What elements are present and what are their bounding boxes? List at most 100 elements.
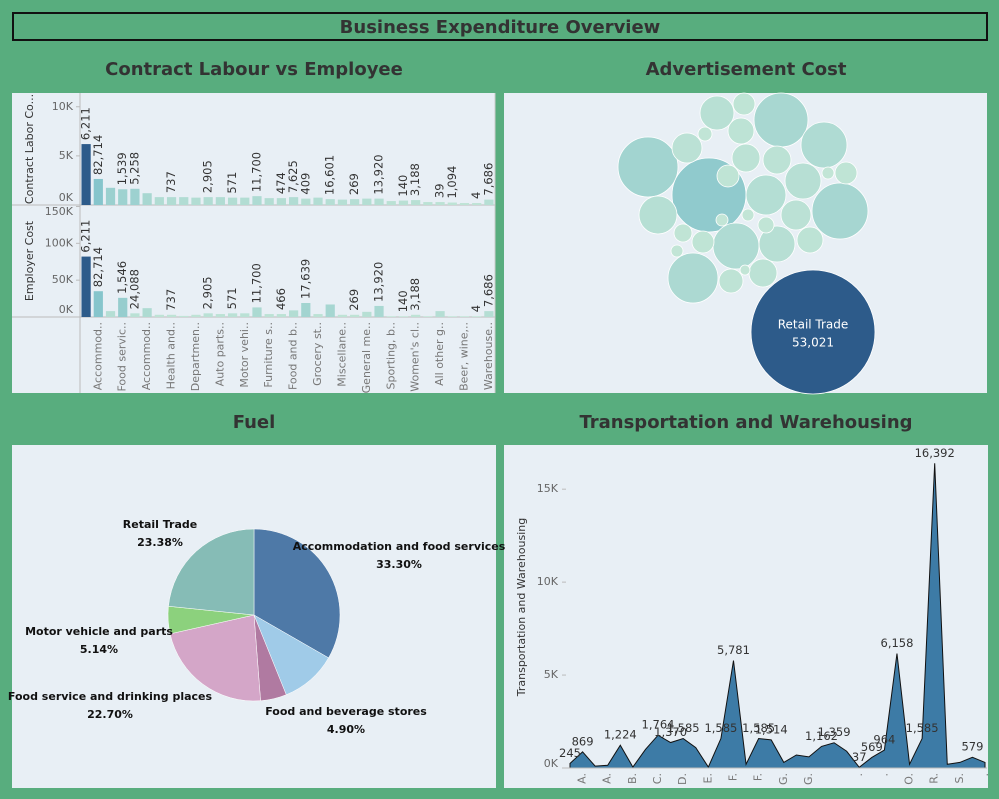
data-label: 1,585 [742, 721, 775, 735]
bar [423, 316, 433, 317]
title-bar [12, 12, 988, 41]
bar-annotation: 82,714 [91, 247, 105, 287]
bar-annotation: 571 [225, 287, 239, 309]
bar-annotation: 82,714 [91, 135, 105, 175]
bubble [741, 208, 755, 222]
bar [264, 314, 274, 317]
bar [276, 314, 286, 317]
bar-annotation: 737 [164, 171, 178, 193]
bar [289, 310, 299, 317]
bar [93, 291, 103, 317]
bar [337, 199, 348, 205]
data-label: 1,764 [642, 718, 675, 732]
panel [504, 445, 988, 788]
bar [447, 202, 457, 205]
x-tick-label: Food and b.. [287, 322, 300, 390]
x-tick-label: . [852, 773, 865, 777]
bar-annotation: 24,088 [127, 269, 141, 309]
data-label: 16,392 [915, 446, 955, 460]
x-tick-label: G. [802, 773, 815, 785]
bar-annotation: 1,546 [115, 261, 129, 294]
y-axis-title: Transportation and Warehousing [515, 518, 528, 698]
slice-label: Food service and drinking places [8, 690, 213, 703]
data-label: 1,585 [906, 721, 939, 735]
bar-annotation: 1,539 [115, 152, 129, 185]
bar [179, 315, 189, 317]
bar [301, 198, 311, 205]
bar [154, 197, 164, 205]
slice-value: 4.90% [327, 723, 365, 736]
bar [398, 316, 409, 317]
x-tick-label: F. [752, 773, 765, 781]
y-tick-label: 0K [59, 303, 74, 316]
bar [118, 297, 128, 317]
x-tick-label: R. [928, 773, 941, 784]
bar-annotation: 466 [274, 288, 288, 310]
bar-annotation: 7,686 [481, 163, 495, 196]
y-tick-label: 10K [52, 100, 74, 113]
area [569, 463, 986, 769]
y-tick-label: 5K [59, 149, 74, 162]
bar [459, 316, 470, 317]
bar [81, 256, 91, 317]
data-label: 5,781 [717, 643, 750, 657]
bar-annotation: 140 [396, 290, 410, 312]
bar-annotation: 5,258 [127, 152, 141, 185]
x-tick-label: All other g.. [433, 322, 446, 386]
bar [398, 200, 409, 205]
bubble [821, 166, 835, 180]
bar [81, 144, 91, 205]
data-label: 37 [852, 750, 867, 764]
y-tick-label: 0K [59, 191, 74, 204]
bar [252, 307, 262, 317]
bar-annotation: 6,211 [79, 220, 93, 253]
slice-label: Accommodation and food services [293, 540, 506, 553]
bar-annotation: 11,700 [249, 152, 263, 192]
bar [447, 316, 457, 317]
bubble [784, 162, 822, 200]
bar [215, 197, 225, 205]
data-label: 964 [873, 733, 895, 747]
bar [411, 200, 421, 205]
bubble [750, 269, 876, 395]
bar [252, 196, 262, 205]
bar [362, 198, 372, 205]
bubble [762, 145, 792, 175]
data-label: 245 [559, 746, 581, 760]
bar-annotation: 16,601 [323, 155, 337, 195]
bar-annotation: 4 [469, 305, 483, 312]
bar [386, 316, 396, 317]
slice-value: 5.14% [80, 643, 118, 656]
bubble [739, 264, 751, 276]
bar [276, 198, 286, 205]
bar [166, 314, 177, 317]
bar [301, 303, 311, 317]
bubble-value: 53,021 [792, 336, 834, 350]
bar-annotation: 2,905 [201, 160, 215, 193]
bar-annotation: 6,211 [79, 107, 93, 140]
bar [179, 197, 189, 205]
pie-slice [169, 614, 261, 702]
bar [130, 313, 140, 317]
bar [105, 187, 116, 205]
x-tick-label: Warehouse.. [482, 322, 495, 390]
x-tick-label: A. [601, 773, 614, 784]
pie-slice [253, 528, 341, 659]
data-label: 1,162 [805, 729, 838, 743]
bar [472, 316, 482, 317]
bar-annotation: 13,920 [372, 262, 386, 302]
bar [350, 314, 360, 317]
bubble [712, 222, 760, 270]
bar [374, 198, 384, 205]
bubble [727, 117, 755, 145]
x-tick-label: Grocery st.. [311, 322, 324, 386]
bubble [745, 174, 787, 216]
data-label: 1,370 [654, 725, 687, 739]
bar [459, 203, 470, 205]
x-tick-label: Furniture s.. [262, 322, 275, 388]
x-tick-label: C. [651, 773, 664, 784]
y-tick-label: 5K [544, 668, 559, 681]
bubble [758, 225, 796, 263]
x-tick-label: Health and.. [165, 322, 178, 389]
